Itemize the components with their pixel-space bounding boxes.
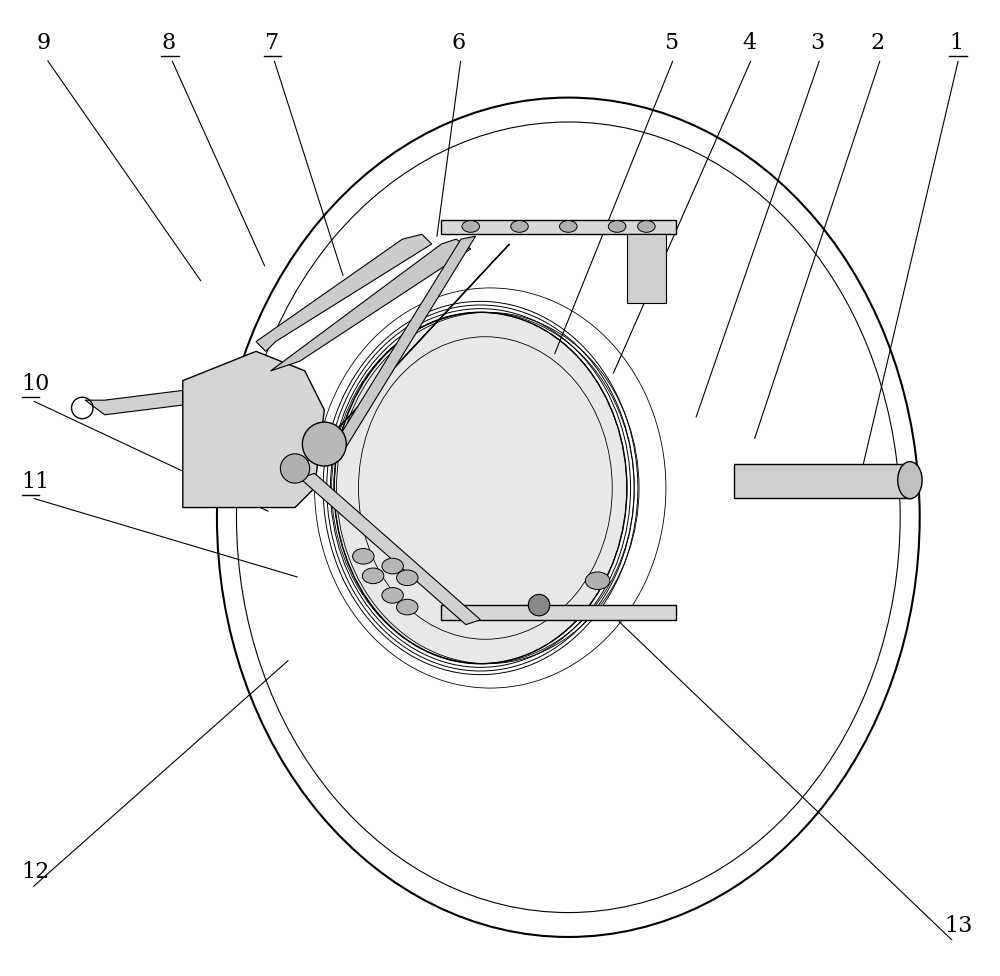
Ellipse shape: [560, 221, 577, 232]
Text: 5: 5: [664, 31, 678, 54]
Text: 11: 11: [22, 470, 50, 493]
Ellipse shape: [511, 221, 528, 232]
Text: 8: 8: [161, 31, 176, 54]
Polygon shape: [256, 234, 432, 351]
Polygon shape: [441, 605, 676, 620]
Polygon shape: [300, 473, 480, 625]
Polygon shape: [271, 239, 471, 371]
Ellipse shape: [585, 572, 610, 590]
Ellipse shape: [280, 454, 310, 483]
Polygon shape: [85, 390, 183, 415]
Ellipse shape: [462, 221, 480, 232]
Text: 4: 4: [742, 31, 756, 54]
Text: 6: 6: [451, 31, 465, 54]
Polygon shape: [627, 234, 666, 303]
Text: 10: 10: [22, 373, 50, 395]
Ellipse shape: [608, 221, 626, 232]
Polygon shape: [305, 244, 510, 464]
Text: 3: 3: [810, 31, 825, 54]
Text: 2: 2: [871, 31, 885, 54]
Ellipse shape: [528, 594, 550, 616]
Polygon shape: [441, 220, 676, 234]
Text: 1: 1: [949, 31, 963, 54]
Polygon shape: [183, 351, 324, 508]
Ellipse shape: [362, 568, 384, 584]
Text: 7: 7: [264, 31, 278, 54]
Ellipse shape: [898, 462, 922, 499]
Ellipse shape: [397, 599, 418, 615]
Text: 9: 9: [36, 31, 51, 54]
Ellipse shape: [638, 221, 655, 232]
Polygon shape: [734, 464, 910, 498]
Ellipse shape: [353, 549, 374, 564]
Ellipse shape: [334, 312, 627, 664]
Ellipse shape: [382, 558, 403, 574]
Text: 12: 12: [22, 861, 50, 883]
Ellipse shape: [382, 588, 403, 603]
Ellipse shape: [302, 422, 346, 466]
Polygon shape: [324, 236, 476, 461]
Text: 13: 13: [944, 915, 972, 937]
Ellipse shape: [397, 570, 418, 586]
